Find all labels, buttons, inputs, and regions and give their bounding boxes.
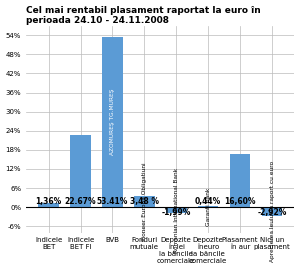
Text: -1,99%: -1,99% [161, 208, 191, 217]
Text: Garanti Bank: Garanti Bank [206, 187, 211, 225]
Text: AZOMUREŞ TG.MUREŞ: AZOMUREŞ TG.MUREŞ [110, 89, 115, 156]
Text: 53.41%: 53.41% [97, 197, 128, 206]
Text: 1,36%: 1,36% [35, 197, 62, 206]
Bar [70, 135, 91, 207]
Text: Cel mai rentabil plasament raportat la euro în perioada 24.10 - 24.11.2008: Cel mai rentabil plasament raportat la e… [26, 6, 261, 25]
Text: Romanian International Bank: Romanian International Bank [174, 168, 179, 253]
Text: 16,60%: 16,60% [224, 197, 256, 206]
Bar [102, 37, 123, 207]
Text: Aprecierea leului în raport cu euro: Aprecierea leului în raport cu euro [269, 161, 274, 262]
Bar [166, 207, 187, 214]
Bar [134, 196, 155, 207]
Text: Pioneer Europa Obligatiuni: Pioneer Europa Obligatiuni [142, 162, 147, 241]
Text: 22.67%: 22.67% [65, 197, 96, 206]
Text: 0,44%: 0,44% [195, 197, 221, 206]
Text: 3,48 %: 3,48 % [130, 197, 159, 206]
Bar [230, 154, 250, 207]
Bar [262, 207, 282, 217]
Text: -2,92%: -2,92% [257, 208, 286, 217]
Bar [38, 203, 59, 207]
Bar [198, 206, 218, 207]
